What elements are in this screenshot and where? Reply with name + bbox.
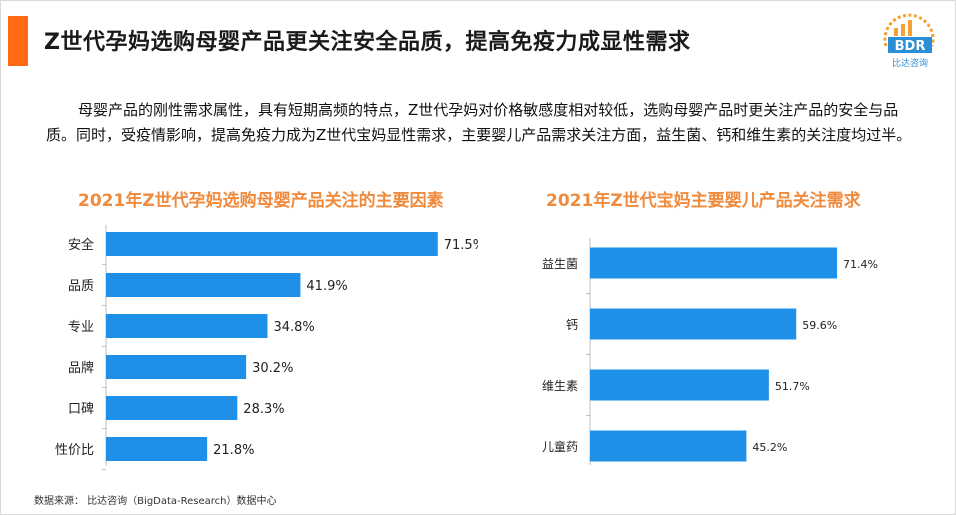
bar-1-2 — [590, 369, 769, 401]
category-label: 品牌 — [68, 360, 94, 376]
value-label: 51.7% — [775, 380, 810, 393]
value-label: 21.8% — [213, 443, 254, 458]
value-label: 30.2% — [252, 361, 293, 376]
bar-0-2 — [106, 314, 268, 338]
left-chart-title: 2021年Z世代孕妈选购母婴产品关注的主要因素 — [78, 191, 444, 211]
value-label: 71.5% — [444, 238, 478, 253]
category-label: 维生素 — [542, 379, 578, 393]
category-label: 益生菌 — [542, 257, 578, 271]
value-label: 41.9% — [306, 279, 347, 294]
bar-0-1 — [106, 273, 301, 297]
value-label: 59.6% — [802, 319, 837, 332]
bar-1-1 — [590, 308, 797, 340]
value-label: 28.3% — [243, 402, 284, 417]
bar-1-3 — [590, 430, 747, 462]
bar-0-4 — [106, 396, 238, 420]
category-label: 口碑 — [68, 401, 94, 417]
left-bar-chart: 安全 71.5% 品质 41.9% 专业 34.8% 品牌 30.2% 口碑 28.3% 性价比 21… — [55, 225, 478, 470]
value-label: 71.4% — [843, 258, 878, 271]
data-source-note: 数据来源： 比达咨询（BigData-Research）数据中心 — [34, 496, 277, 507]
value-label: 45.2% — [752, 441, 787, 454]
right-chart-title: 2021年Z世代宝妈主要婴儿产品关注需求 — [546, 191, 861, 211]
value-label: 34.8% — [273, 320, 314, 335]
category-label: 专业 — [68, 320, 94, 335]
category-label: 性价比 — [55, 443, 94, 458]
page-title: Z世代孕妈选购母婴产品更关注安全品质，提高免疫力成显性需求 — [44, 30, 691, 55]
bar-0-5 — [106, 437, 208, 461]
category-label: 品质 — [68, 279, 94, 294]
logo-text: BDR — [895, 39, 926, 54]
title-accent-bar — [8, 16, 28, 66]
bar-1-0 — [590, 247, 838, 279]
bar-0-0 — [106, 232, 438, 256]
description-paragraph: 母婴产品的刚性需求属性，具有短期高频的特点，Z世代孕妈对价格敏感度相对较低，选购… — [46, 101, 912, 144]
right-bar-chart: 益生菌 71.4% 钙 59.6% 维生素 51.7% 儿童药 45.2% — [542, 238, 878, 465]
bdr-logo-icon: BDR 比达咨询 — [883, 13, 935, 69]
logo-subtitle: 比达咨询 — [892, 57, 928, 69]
category-label: 安全 — [68, 237, 94, 253]
category-label: 钙 — [566, 318, 578, 332]
bar-0-3 — [106, 355, 247, 379]
category-label: 儿童药 — [542, 439, 578, 454]
